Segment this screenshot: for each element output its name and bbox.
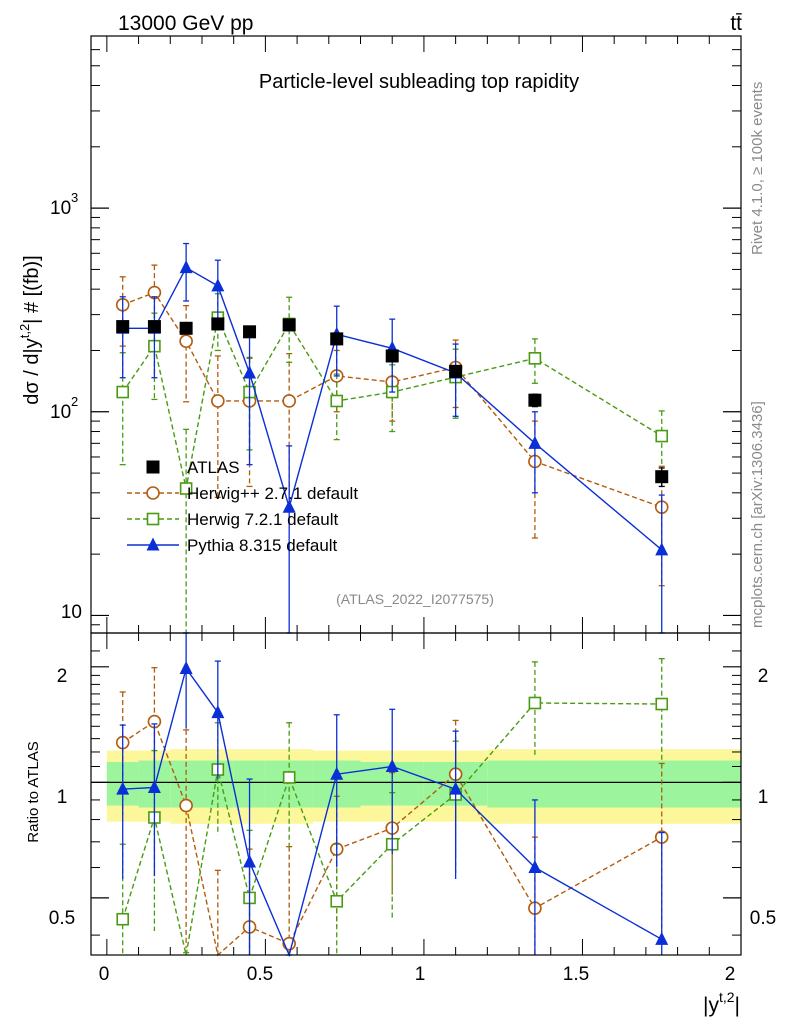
legend-marker bbox=[146, 460, 160, 474]
y-tick-label-1000-base: 10 bbox=[50, 198, 71, 219]
data-point bbox=[116, 385, 130, 399]
y-tick-label-1000: 10 3 bbox=[50, 190, 78, 219]
data-point bbox=[179, 334, 193, 349]
ratio-point bbox=[330, 894, 344, 908]
y-axis-title-ratio: Ratio to ATLAS bbox=[25, 741, 42, 842]
x-tick-label-2: 2 bbox=[725, 964, 736, 985]
data-point bbox=[282, 394, 296, 408]
data-point bbox=[528, 393, 542, 407]
data-point bbox=[147, 320, 161, 334]
x-tick-label-0: 0 bbox=[99, 964, 110, 985]
series-pythia bbox=[116, 242, 669, 634]
data-point bbox=[211, 278, 225, 292]
y-tick-label-10: 10 bbox=[61, 602, 82, 623]
ratio-point bbox=[179, 661, 193, 675]
ratio-uncertainty-band bbox=[91, 749, 741, 824]
ratio-series-pythia bbox=[116, 632, 669, 958]
legend-label: ATLAS bbox=[187, 458, 240, 477]
data-point bbox=[385, 349, 399, 363]
ratio-line-herwig7 bbox=[122, 702, 662, 956]
legend-entry-herwigpp: Herwig++ 2.7.1 default bbox=[127, 484, 358, 503]
x-tick-label-1.5: 1.5 bbox=[563, 964, 589, 985]
data-point bbox=[449, 364, 463, 378]
legend-marker bbox=[146, 486, 160, 500]
ratio-line-herwigpp bbox=[122, 720, 663, 957]
series-line-herwigpp bbox=[122, 291, 662, 508]
series-atlas bbox=[116, 317, 669, 488]
legend: ATLAS Herwig++ 2.7.1 default Herwig 7.2.1 … bbox=[127, 458, 358, 555]
data-point bbox=[655, 542, 669, 556]
ratio-point bbox=[655, 697, 669, 711]
ratio-tick-label-2-left: 2 bbox=[57, 666, 68, 687]
y-axis-title-main: dσ / d|yt,2| # [(fb)] bbox=[17, 255, 43, 404]
rivet-label: Rivet 4.1.0, ≥ 100k events bbox=[749, 82, 766, 255]
ratio-point bbox=[449, 781, 463, 795]
ratio-frame bbox=[90, 632, 742, 956]
ratio-point bbox=[147, 779, 161, 793]
legend-label: Pythia 8.315 default bbox=[187, 536, 338, 555]
y-tick-label-1000-exp: 3 bbox=[71, 190, 78, 205]
data-point bbox=[243, 365, 257, 379]
data-point bbox=[655, 470, 669, 484]
legend-marker bbox=[146, 537, 160, 551]
header-right: tt̄ bbox=[730, 12, 742, 35]
data-point bbox=[179, 260, 193, 274]
data-point bbox=[655, 429, 669, 443]
legend-entry-herwig7: Herwig 7.2.1 default bbox=[127, 510, 338, 529]
legend-label: Herwig 7.2.1 default bbox=[187, 510, 338, 529]
main-series-layer bbox=[115, 242, 669, 634]
ratio-point bbox=[116, 781, 130, 795]
x-tick-label-0.5: 0.5 bbox=[247, 964, 273, 985]
main-panel: Particle-level subleading top rapidity (… bbox=[17, 35, 742, 634]
analysis-id: (ATLAS_2022_I2077575) bbox=[336, 591, 494, 607]
y-tick-label-100-exp: 2 bbox=[71, 394, 78, 409]
ratio-point bbox=[528, 860, 542, 874]
ratio-point bbox=[528, 696, 542, 710]
data-point bbox=[211, 317, 225, 331]
y-tick-label-100: 10 2 bbox=[50, 394, 78, 423]
data-point bbox=[282, 499, 296, 513]
ratio-point bbox=[282, 771, 296, 784]
data-point bbox=[330, 394, 344, 408]
ratio-tick-label-2-right: 2 bbox=[758, 666, 769, 687]
mcplots-label: mcplots.cern.ch [arXiv:1306.3436] bbox=[749, 401, 766, 628]
data-point bbox=[528, 435, 542, 449]
chart-title: Particle-level subleading top rapidity bbox=[259, 71, 579, 93]
ratio-series-layer bbox=[115, 632, 669, 958]
data-point bbox=[528, 352, 542, 365]
data-point bbox=[282, 318, 296, 332]
ratio-tick-label-1-right: 1 bbox=[758, 787, 769, 808]
ratio-point bbox=[116, 912, 130, 926]
x-axis-title: |yt,2| bbox=[703, 989, 740, 1017]
data-point bbox=[211, 394, 225, 408]
ratio-tick-label-05-right: 0.5 bbox=[750, 908, 776, 929]
header-left: 13000 GeV pp bbox=[118, 12, 253, 35]
data-point bbox=[116, 320, 130, 334]
data-point bbox=[179, 482, 193, 495]
y-tick-label-100-base: 10 bbox=[50, 402, 71, 423]
ratio-ticks bbox=[91, 633, 742, 955]
ratio-tick-label-1-left: 1 bbox=[57, 787, 68, 808]
legend-entry-atlas: ATLAS bbox=[146, 458, 240, 477]
ratio-point bbox=[211, 705, 225, 719]
ratio-point bbox=[330, 766, 344, 780]
legend-entry-pythia: Pythia 8.315 default bbox=[127, 536, 338, 555]
ratio-point bbox=[243, 854, 257, 868]
main-ticks bbox=[91, 35, 742, 633]
ratio-point bbox=[385, 758, 399, 772]
ratio-point bbox=[179, 798, 193, 813]
ratio-tick-label-05-left: 0.5 bbox=[49, 908, 75, 929]
data-point bbox=[243, 325, 257, 339]
ratio-point bbox=[655, 931, 669, 945]
series-line-herwig7 bbox=[122, 315, 663, 489]
ratio-panel: Ratio to ATLAS 2 1 0.5 2 1 0.5 0 0.5 1 1… bbox=[25, 632, 776, 1017]
data-point bbox=[179, 321, 193, 335]
x-tick-label-1: 1 bbox=[415, 964, 426, 985]
legend-label: Herwig++ 2.7.1 default bbox=[187, 484, 358, 503]
data-point bbox=[330, 332, 344, 346]
legend-marker bbox=[146, 512, 160, 526]
